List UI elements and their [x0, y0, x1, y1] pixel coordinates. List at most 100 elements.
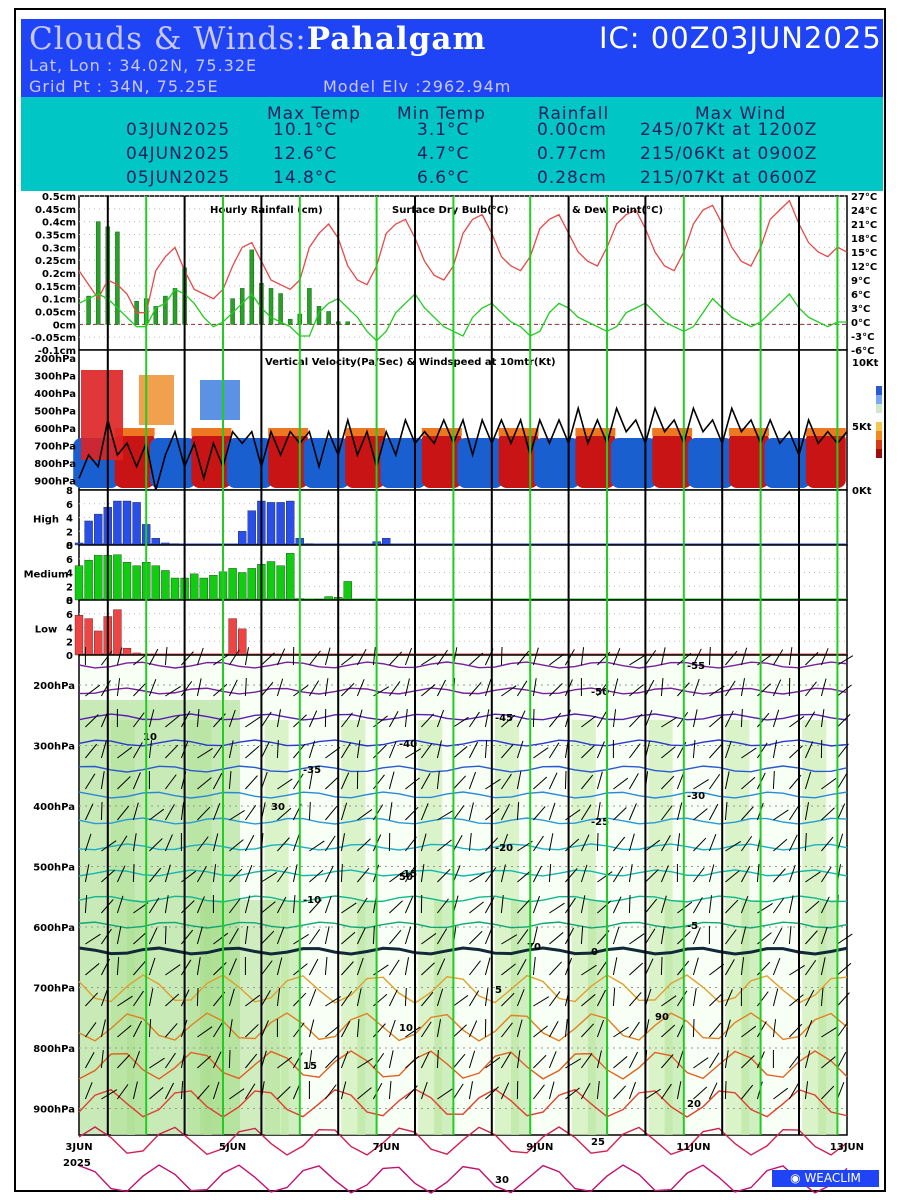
wind-barb — [196, 647, 204, 666]
high-cloud-bar — [94, 513, 103, 546]
wind-barb — [660, 678, 664, 697]
wind-barb — [548, 991, 561, 1007]
wind-barb — [580, 834, 590, 852]
pressure-tick-label: 800hPa — [34, 459, 76, 470]
date-tick-label: 13JUN — [830, 1142, 864, 1153]
wind-barb — [228, 709, 236, 728]
wind-barb — [452, 805, 465, 821]
wind-barb — [116, 957, 120, 976]
wind-barb — [484, 988, 489, 1007]
wind-barb — [612, 648, 621, 666]
wind-barb — [804, 959, 817, 976]
wind-barb — [596, 989, 607, 1007]
wind-barb — [85, 714, 99, 728]
wind-barb — [293, 934, 309, 945]
wind-barb — [148, 740, 153, 759]
rain-bar — [345, 321, 351, 325]
wind-barb — [788, 804, 800, 821]
wind-barb — [757, 683, 771, 697]
wind-barb — [100, 740, 107, 759]
wind-barb — [244, 1083, 256, 1100]
medium-cloud-bar — [228, 568, 237, 601]
wind-barb — [181, 900, 195, 914]
wind-barb — [740, 957, 745, 976]
wind-barb — [692, 648, 702, 666]
wind-barb — [325, 1084, 337, 1100]
wind-barb — [100, 1050, 104, 1069]
colour-scale-swatch — [876, 395, 882, 404]
low-cloud-bar — [238, 628, 247, 656]
wind-barb — [580, 926, 584, 945]
wind-barb — [836, 803, 846, 821]
rain-bar — [249, 249, 255, 325]
wind-barb — [645, 1088, 661, 1100]
wind-barb — [325, 776, 339, 790]
wind-barb — [517, 870, 532, 883]
wind-barb — [389, 651, 403, 666]
downdraft-block — [421, 432, 462, 488]
wind-barb — [228, 740, 234, 759]
wind-barb — [772, 709, 780, 728]
colour-scale-swatch — [876, 440, 882, 449]
downdraft-block — [729, 432, 769, 488]
wind-barb — [516, 929, 529, 945]
wind-barb — [213, 683, 228, 697]
wind-barb — [276, 648, 286, 666]
rain-tick-label: 0.1cm — [42, 295, 76, 306]
wind-barb — [308, 801, 311, 821]
wind-barb — [469, 930, 483, 945]
wind-barb — [564, 770, 567, 790]
pressure-tick-label: 900hPa — [33, 1105, 75, 1116]
wind-barb — [132, 802, 139, 821]
wind-barb — [116, 678, 121, 697]
wind-barb — [804, 989, 815, 1007]
pressure-tick-label: 700hPa — [33, 984, 75, 995]
wind-barb — [165, 964, 181, 976]
wind-tick-label: 10Kt — [852, 358, 879, 369]
wind-barb — [837, 933, 853, 945]
wind-barb — [837, 684, 852, 697]
pressure-tick-label: 800hPa — [33, 1044, 75, 1055]
wind-barb — [581, 1023, 595, 1038]
wind-barb — [789, 716, 805, 728]
wind-barb — [228, 649, 240, 666]
wind-barb — [804, 1050, 811, 1069]
wind-barb — [404, 678, 410, 697]
isotherm-line — [78, 687, 848, 695]
wind-barb — [244, 895, 251, 914]
wind-barb — [100, 680, 111, 697]
wind-barb — [725, 650, 738, 666]
wind-barb — [804, 802, 810, 821]
wind-barb — [709, 993, 723, 1007]
wind-barb — [372, 804, 384, 821]
panel-title: Vertical Velocity(Pa/Sec) & Windspeed at… — [265, 357, 556, 368]
wind-barb — [149, 1057, 165, 1069]
wind-barb — [532, 708, 535, 728]
high-cloud-bar — [247, 510, 256, 546]
wind-barb — [388, 802, 393, 821]
wind-barb — [357, 1058, 373, 1069]
wind-barb — [581, 994, 596, 1007]
row-date: 04JUN2025 — [126, 144, 231, 164]
wind-barb — [501, 934, 518, 945]
humidity-shade — [664, 900, 685, 1135]
wind-barb — [196, 709, 200, 728]
cloud-tick-label: 4 — [66, 624, 73, 635]
wind-barb — [468, 741, 479, 759]
medium-cloud-bar — [266, 561, 276, 601]
wind-barb — [244, 926, 249, 945]
wind-barb — [149, 867, 162, 883]
wind-barb — [708, 1082, 718, 1100]
cloud-tick-label: 0 — [66, 651, 73, 662]
isotherm-label: 5 — [495, 985, 502, 996]
wind-barb — [404, 896, 414, 914]
wind-barb — [116, 895, 124, 914]
updraft-block — [226, 438, 273, 488]
wind-barb — [436, 1019, 442, 1038]
wind-barb — [181, 929, 194, 945]
wind-barb — [372, 925, 375, 945]
wind-barb — [644, 710, 653, 728]
medium-cloud-bar — [94, 555, 103, 601]
wind-barb — [165, 774, 177, 790]
high-cloud-bar — [266, 502, 276, 546]
